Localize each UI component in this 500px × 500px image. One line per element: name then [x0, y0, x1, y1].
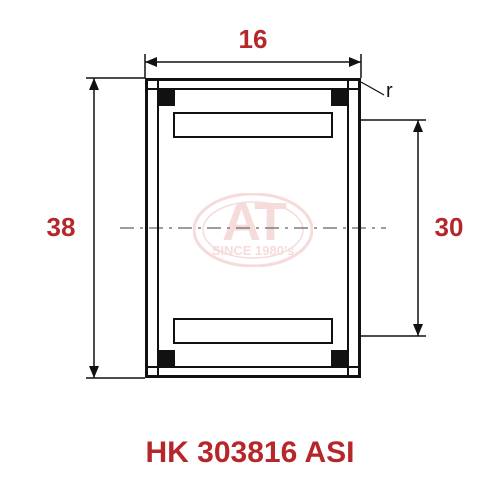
part-number-title: HK 303816 ASI — [0, 436, 500, 470]
drawing-canvas: AT SINCE 1980's — [0, 0, 500, 500]
dimension-layer — [0, 0, 500, 500]
radius-label: r — [386, 80, 393, 103]
dim-width-top: 16 — [225, 24, 281, 55]
dim-height-left: 38 — [38, 212, 84, 243]
dim-height-right: 30 — [426, 212, 472, 243]
